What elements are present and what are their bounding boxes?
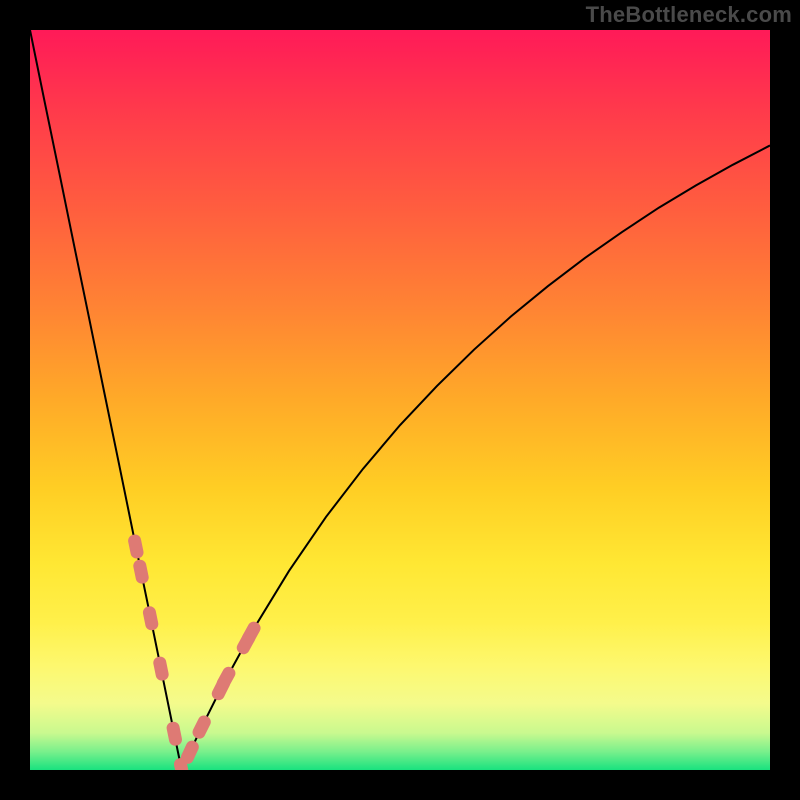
gradient-background — [30, 30, 770, 770]
chart-svg — [30, 30, 770, 770]
watermark-text: TheBottleneck.com — [586, 2, 792, 28]
plot-area — [30, 30, 770, 770]
